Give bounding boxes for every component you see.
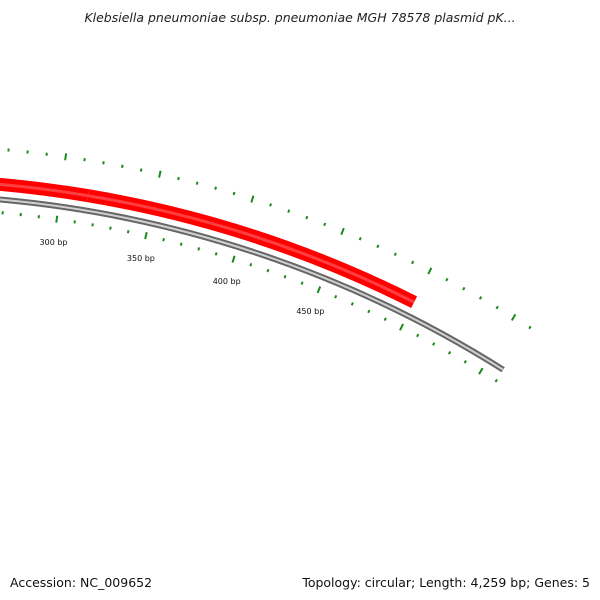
inner-tick — [463, 360, 467, 364]
ruler-label: 450 bp — [296, 307, 324, 316]
ruler-label: 300 bp — [40, 238, 68, 247]
gene-feature-highlight-0 — [0, 182, 89, 198]
inner-tick — [334, 294, 338, 299]
inner-tick — [179, 242, 183, 246]
inner-tick — [367, 309, 371, 314]
inner-tick — [283, 274, 287, 279]
inner-tick — [383, 317, 387, 321]
outer-tick — [478, 296, 483, 300]
inner-tick — [478, 367, 484, 375]
outer-tick — [232, 191, 236, 196]
outer-tick — [445, 277, 449, 282]
outer-tick — [214, 186, 217, 190]
outer-tick — [177, 176, 180, 181]
outer-tick — [121, 164, 124, 168]
backbone-highlight — [0, 198, 504, 371]
map-title: Klebsiella pneumoniae subsp. pneumoniae … — [84, 10, 516, 25]
outer-tick-ring — [7, 148, 532, 330]
inner-tick — [214, 252, 218, 256]
outer-tick — [139, 168, 143, 172]
inner-tick — [162, 238, 165, 242]
outer-tick — [305, 215, 309, 220]
inner-tick — [399, 323, 404, 331]
inner-tick — [316, 286, 322, 294]
outer-tick — [102, 161, 105, 165]
outer-tick — [528, 325, 532, 330]
inner-tick — [432, 342, 436, 346]
outer-tick — [393, 252, 397, 257]
inner-tick — [126, 230, 130, 234]
outer-tick — [287, 209, 291, 213]
inner-tick — [416, 333, 420, 338]
inner-tick — [55, 215, 59, 223]
ruler-label: 350 bp — [127, 254, 155, 263]
inner-tick — [447, 351, 452, 355]
outer-tick — [358, 236, 362, 241]
inner-tick — [266, 268, 270, 273]
inner-tick — [300, 281, 304, 285]
outer-tick — [427, 267, 433, 275]
outer-tick — [462, 286, 466, 291]
outer-tick — [495, 305, 499, 310]
outer-tick — [269, 203, 273, 207]
inner-tick — [249, 263, 253, 267]
outer-tick — [195, 181, 199, 185]
inner-tick-ring — [1, 211, 498, 383]
outer-tick — [411, 260, 415, 265]
inner-tick — [144, 231, 148, 240]
outer-tick — [340, 227, 345, 235]
outer-tick — [158, 170, 162, 178]
inner-tick — [494, 378, 498, 383]
accession-label: Accession: NC_009652 — [10, 575, 153, 590]
outer-tick — [376, 244, 380, 249]
inner-tick — [109, 226, 112, 230]
outer-tick — [64, 153, 68, 161]
gene-feature-highlight-1 — [88, 194, 415, 304]
inner-tick — [197, 247, 201, 251]
outer-tick — [250, 195, 255, 203]
outer-tick — [323, 222, 327, 227]
outer-tick — [510, 313, 517, 321]
summary-label: Topology: circular; Length: 4,259 bp; Ge… — [302, 575, 590, 590]
ruler-label: 400 bp — [213, 277, 241, 286]
inner-tick — [350, 302, 354, 306]
inner-tick — [91, 223, 94, 227]
inner-tick — [231, 255, 236, 263]
gene-features — [0, 177, 418, 308]
plasmid-backbone — [0, 196, 505, 373]
